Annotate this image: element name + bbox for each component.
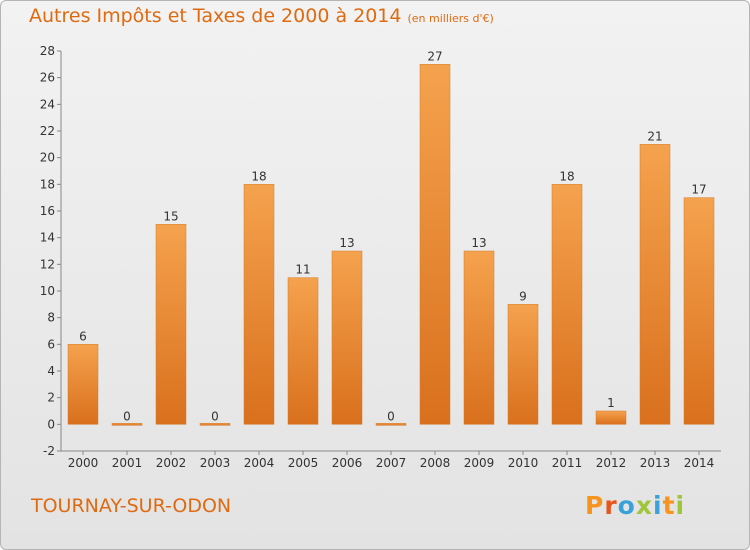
x-tick-label: 2013	[640, 456, 671, 470]
value-label-2004: 18	[251, 169, 266, 183]
value-label-2005: 11	[295, 263, 310, 277]
unit-text: (en milliers d'€)	[407, 12, 494, 25]
x-tick-label: 2005	[288, 456, 319, 470]
x-tick-label: 2001	[112, 456, 143, 470]
value-label-2010: 9	[519, 289, 527, 303]
bars	[67, 64, 715, 426]
x-tick-label: 2007	[376, 456, 407, 470]
bar-2012	[595, 410, 627, 425]
y-tick-label: 22	[40, 124, 55, 138]
title-text: Autres Impôts et Taxes de 2000 à 2014	[29, 5, 402, 27]
bar-2006	[331, 250, 363, 425]
y-tick-label: 10	[40, 284, 55, 298]
x-tick-label: 2002	[156, 456, 187, 470]
x-tick-label: 2006	[332, 456, 363, 470]
y-tick-label: 16	[40, 204, 55, 218]
value-label-2003: 0	[211, 409, 219, 423]
value-label-2000: 6	[79, 329, 87, 343]
y-tick-label: 14	[40, 231, 55, 245]
x-tick-label: 2008	[420, 456, 451, 470]
x-tick-label: 2011	[552, 456, 583, 470]
x-tick-label: 2010	[508, 456, 539, 470]
bar-2009	[463, 250, 495, 425]
x-axis: 2000 2001 2002 2003 2004 2005 2006 2007 2008 2009…	[61, 450, 721, 470]
y-tick-label: 24	[40, 97, 55, 111]
y-tick-label: 26	[40, 71, 55, 85]
y-tick-label: 2	[47, 391, 55, 405]
y-tick-label: 18	[40, 177, 55, 191]
y-tick-label: 6	[47, 337, 55, 351]
location-label: TOURNAY-SUR-ODON	[31, 495, 232, 517]
value-label-2007: 0	[387, 409, 395, 423]
bar-2003	[199, 423, 231, 426]
bar-2004	[243, 184, 275, 425]
value-label-2014: 17	[691, 183, 706, 197]
bar-2010	[507, 304, 539, 425]
value-labels: 6 0 15 0 18 11 13 0 27 13 9 18 1 21 17	[79, 49, 706, 423]
y-tick-label: 12	[40, 257, 55, 271]
bar-2000	[67, 344, 99, 425]
x-tick-label: 2012	[596, 456, 627, 470]
logo-letter: t	[662, 491, 676, 520]
logo-letter: i	[653, 491, 663, 520]
y-tick-label: 0	[47, 417, 55, 431]
logo-letter: x	[635, 491, 653, 520]
value-label-2002: 15	[163, 209, 178, 223]
y-tick-label: 20	[40, 151, 55, 165]
bar-2005	[287, 277, 319, 425]
x-tick-label: 2000	[68, 456, 99, 470]
proxiti-logo: Proxiti	[585, 491, 685, 520]
y-tick-label: 4	[47, 364, 55, 378]
bar-2008	[419, 64, 451, 425]
y-tick-label: -2	[43, 444, 55, 458]
bar-2001	[111, 423, 143, 426]
bar-2007	[375, 423, 407, 426]
value-label-2009: 13	[471, 236, 486, 250]
chart-title: Autres Impôts et Taxes de 2000 à 2014 (en…	[29, 5, 494, 27]
logo-letter: i	[675, 491, 686, 520]
value-label-2013: 21	[647, 129, 662, 143]
bar-2011	[551, 184, 583, 425]
bar-2002	[155, 224, 187, 425]
bar-2014	[683, 197, 715, 425]
y-tick-label: 8	[47, 311, 55, 325]
x-tick-label: 2009	[464, 456, 495, 470]
logo-letter: P	[585, 491, 605, 520]
x-tick-label: 2003	[200, 456, 231, 470]
y-tick-label: 28	[40, 44, 55, 58]
x-tick-label: 2014	[684, 456, 715, 470]
value-label-2008: 27	[427, 49, 442, 63]
value-label-2012: 1	[607, 396, 615, 410]
logo-letter: r	[604, 491, 618, 520]
bar-2013	[639, 144, 671, 425]
value-label-2001: 0	[123, 409, 131, 423]
value-label-2011: 18	[559, 169, 574, 183]
logo-letter: o	[617, 491, 636, 520]
x-tick-label: 2004	[244, 456, 275, 470]
value-label-2006: 13	[339, 236, 354, 250]
